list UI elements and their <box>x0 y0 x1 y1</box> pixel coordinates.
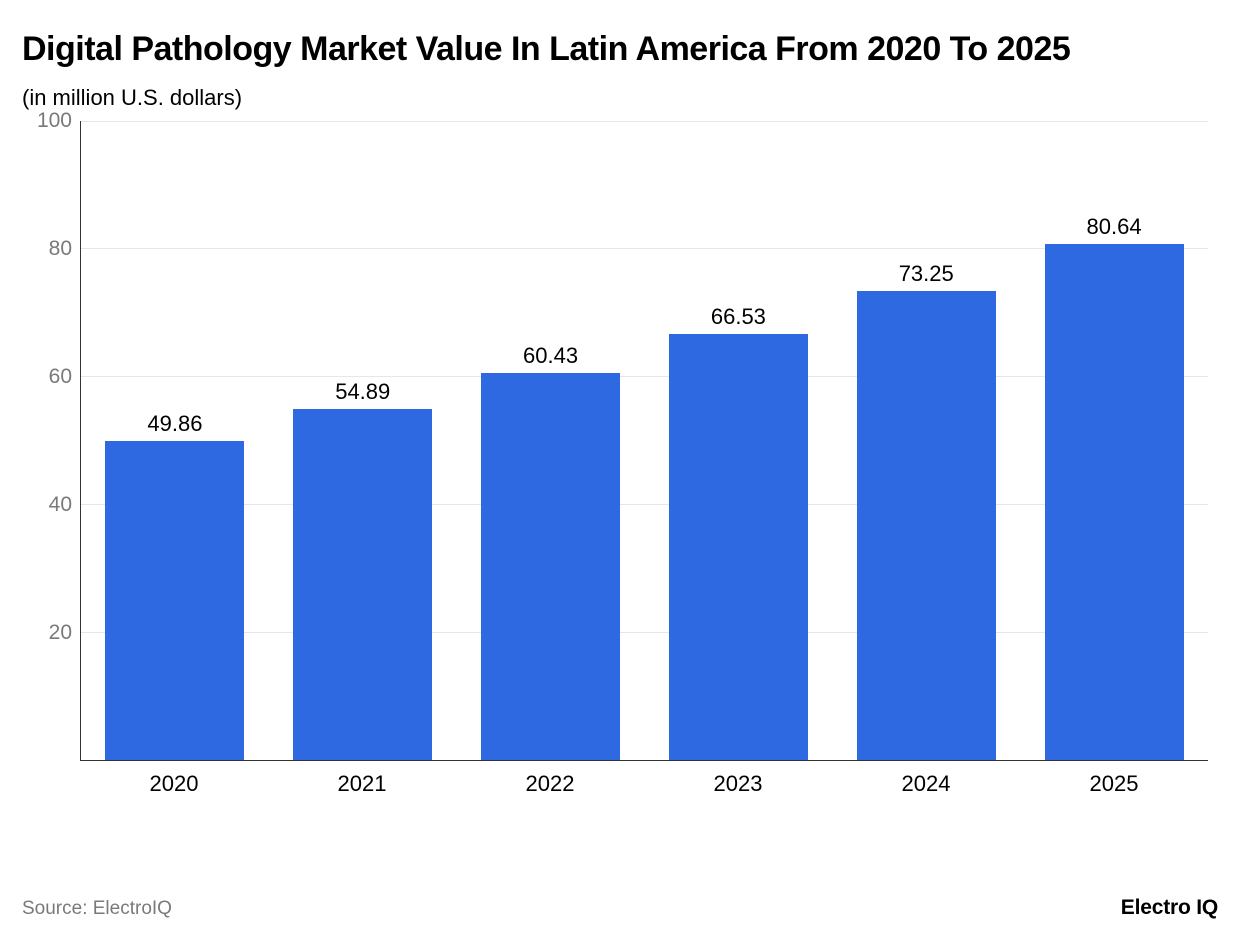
bar-2023: 66.53 <box>669 334 808 759</box>
y-tick: 60 <box>49 365 72 389</box>
bar-slot: 49.86 <box>81 121 269 760</box>
bar-slot: 66.53 <box>644 121 832 760</box>
chart-footer: Source: ElectroIQ Electro IQ <box>22 896 1218 920</box>
bar-2025: 80.64 <box>1045 244 1184 759</box>
bar-value-label: 73.25 <box>899 261 954 287</box>
x-tick-label: 2022 <box>456 761 644 801</box>
y-tick: 80 <box>49 237 72 261</box>
x-tick-label: 2025 <box>1020 761 1208 801</box>
bar-slot: 80.64 <box>1020 121 1208 760</box>
x-tick-label: 2020 <box>80 761 268 801</box>
chart-area: 100 80 60 40 20 49.86 54.89 <box>22 121 1218 801</box>
x-axis: 2020 2021 2022 2023 2024 2025 <box>80 761 1208 801</box>
chart-title: Digital Pathology Market Value In Latin … <box>22 28 1218 71</box>
x-tick-label: 2024 <box>832 761 1020 801</box>
bar-value-label: 54.89 <box>335 379 390 405</box>
x-tick-label: 2023 <box>644 761 832 801</box>
brand-label: Electro IQ <box>1121 896 1218 920</box>
bar-slot: 60.43 <box>457 121 645 760</box>
bar-value-label: 66.53 <box>711 304 766 330</box>
bar-value-label: 80.64 <box>1087 214 1142 240</box>
bar-slot: 54.89 <box>269 121 457 760</box>
bars-group: 49.86 54.89 60.43 66.53 <box>81 121 1208 760</box>
x-tick-label: 2021 <box>268 761 456 801</box>
bar-value-label: 60.43 <box>523 343 578 369</box>
bar-2021: 54.89 <box>293 409 432 760</box>
source-label: Source: ElectroIQ <box>22 898 172 920</box>
bar-value-label: 49.86 <box>147 411 202 437</box>
y-tick: 100 <box>37 109 72 133</box>
bar-2024: 73.25 <box>857 291 996 759</box>
chart-container: Digital Pathology Market Value In Latin … <box>0 0 1240 940</box>
y-axis: 100 80 60 40 20 <box>22 121 80 761</box>
bar-2022: 60.43 <box>481 373 620 759</box>
y-tick: 40 <box>49 493 72 517</box>
y-tick: 20 <box>49 621 72 645</box>
bar-2020: 49.86 <box>105 441 244 760</box>
chart-subtitle: (in million U.S. dollars) <box>22 85 1218 111</box>
bar-slot: 73.25 <box>832 121 1020 760</box>
plot-area: 49.86 54.89 60.43 66.53 <box>80 121 1208 761</box>
